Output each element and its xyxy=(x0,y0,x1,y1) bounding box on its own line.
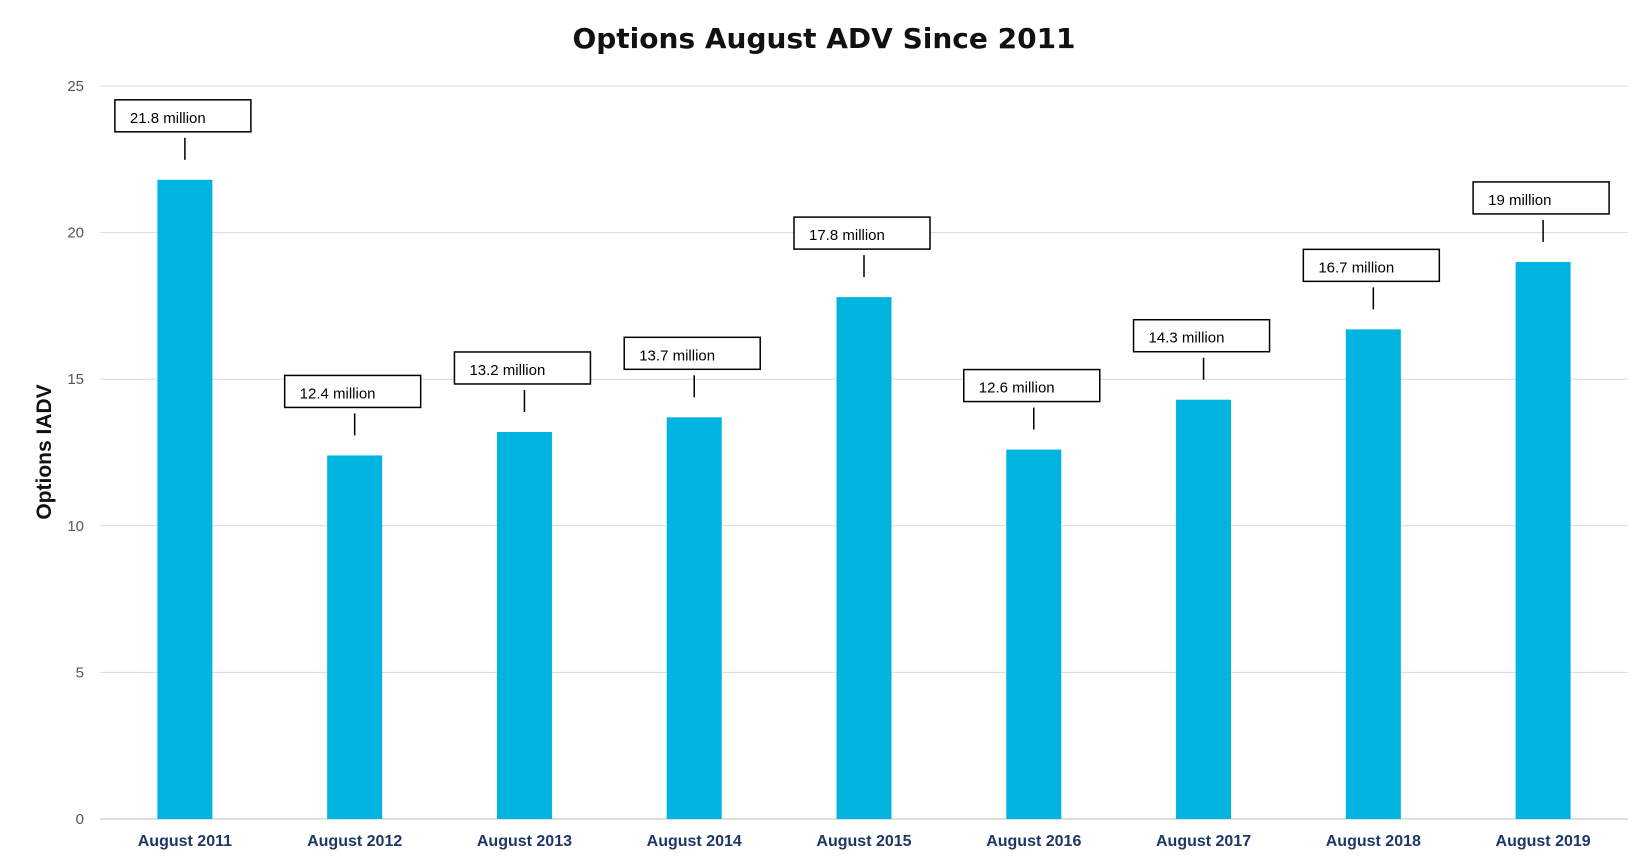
data-label-box xyxy=(793,216,931,250)
bar xyxy=(327,455,383,819)
y-axis-ticks: 0 5 10 15 20 25 xyxy=(67,78,84,828)
data-label-box xyxy=(453,351,592,385)
x-axis-ticks: August 2011 August 2012 August 2013 August … xyxy=(138,833,1591,850)
data-label: 16.7 million xyxy=(1318,259,1394,276)
bar xyxy=(1176,399,1232,819)
x-tick-label: August 2013 xyxy=(477,833,572,850)
bar xyxy=(1006,449,1062,819)
data-label-box xyxy=(283,374,422,409)
data-label: 12.4 million xyxy=(300,385,376,402)
bar xyxy=(1515,261,1571,819)
data-label: 13.2 million xyxy=(469,362,545,379)
data-label-box xyxy=(1302,248,1441,283)
y-tick-label: 10 xyxy=(67,518,84,535)
bar xyxy=(496,431,552,819)
x-tick-label: August 2015 xyxy=(816,833,911,850)
bar xyxy=(666,417,722,819)
x-tick-label: August 2019 xyxy=(1496,833,1591,850)
y-axis-label: Options IADV xyxy=(33,384,56,519)
data-label: 14.3 million xyxy=(1149,330,1225,347)
bar xyxy=(836,297,892,819)
data-label-box xyxy=(963,368,1101,403)
data-labels: 21.8 million 12.4 million 13.2 million 13.7… xyxy=(114,99,1610,436)
data-label: 13.7 million xyxy=(639,347,715,364)
data-label-box xyxy=(114,99,252,133)
y-tick-label: 15 xyxy=(67,371,84,388)
x-tick-label: August 2011 xyxy=(138,833,232,850)
x-tick-label: August 2018 xyxy=(1326,833,1421,850)
data-label-box xyxy=(623,336,761,371)
x-tick-label: August 2012 xyxy=(307,833,402,850)
x-tick-label: August 2016 xyxy=(986,833,1081,850)
data-label: 12.6 million xyxy=(979,380,1055,397)
y-tick-label: 5 xyxy=(76,664,84,681)
data-label-box xyxy=(1472,181,1610,215)
data-label: 21.8 million xyxy=(130,110,206,127)
data-label: 17.8 million xyxy=(809,227,885,244)
bars xyxy=(157,179,1571,820)
x-tick-label: August 2017 xyxy=(1156,833,1251,850)
bar xyxy=(157,179,213,820)
y-tick-label: 0 xyxy=(76,811,84,828)
data-label: 19 million xyxy=(1488,192,1551,209)
chart-title: Options August ADV Since 2011 xyxy=(572,22,1075,55)
y-tick-label: 25 xyxy=(67,78,84,95)
x-tick-label: August 2014 xyxy=(647,833,742,850)
data-label-box xyxy=(1132,318,1271,353)
y-tick-label: 20 xyxy=(67,225,84,242)
bar xyxy=(1345,329,1401,819)
